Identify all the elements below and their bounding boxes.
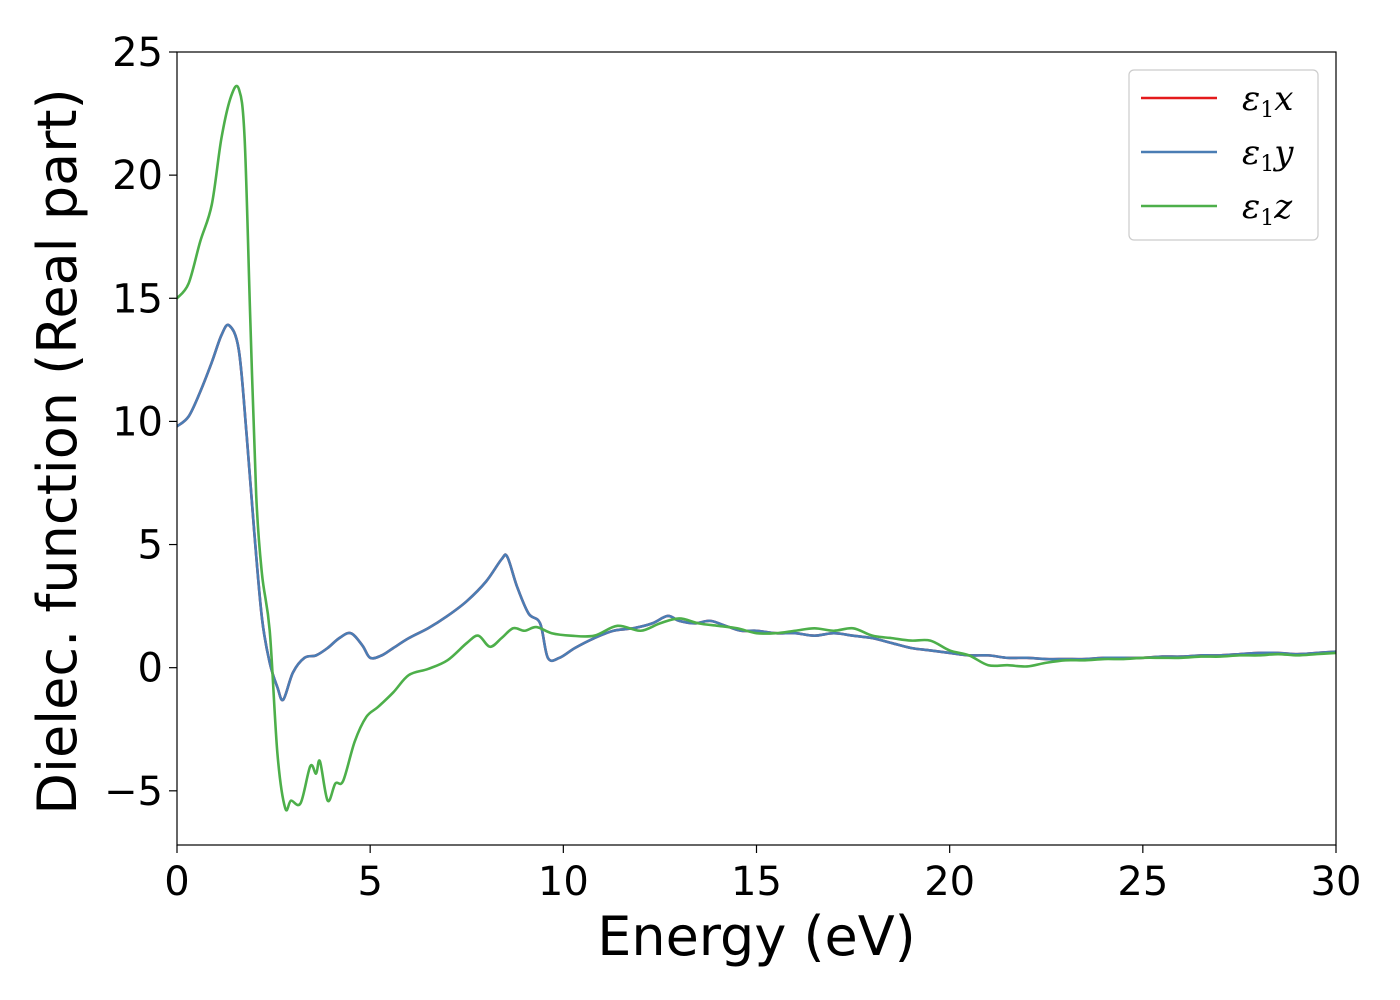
y-tick-label: 25	[112, 30, 163, 76]
legend-box	[1128, 69, 1319, 241]
series-line-e1z	[177, 84, 1336, 812]
x-tick-label: 15	[731, 859, 782, 905]
series-line-e1y	[177, 323, 1336, 702]
series-layer	[177, 84, 1336, 812]
x-tick-label: 30	[1311, 859, 1362, 905]
x-tick-label: 20	[924, 859, 975, 905]
x-tick-label: 10	[538, 859, 589, 905]
legend: ε1x ε1y ε1z	[1128, 69, 1319, 241]
x-tick-label: 5	[357, 859, 382, 905]
y-tick-label: 5	[138, 523, 163, 569]
series-line-e1x	[177, 323, 1336, 702]
y-tick-label: −5	[104, 769, 163, 815]
y-tick-label: 15	[112, 276, 163, 322]
x-tick-label: 25	[1117, 859, 1168, 905]
legend-label: ε1y	[1242, 133, 1294, 177]
x-tick-label: 0	[164, 859, 189, 905]
legend-label: ε1z	[1242, 187, 1293, 231]
y-tick-label: 10	[112, 399, 163, 445]
legend-label: ε1x	[1242, 79, 1293, 123]
y-axis-title: Dielec. function (Real part)	[26, 88, 89, 814]
x-axis-title: Energy (eV)	[597, 905, 916, 968]
y-tick-label: 0	[138, 646, 163, 692]
y-tick-label: 20	[112, 153, 163, 199]
